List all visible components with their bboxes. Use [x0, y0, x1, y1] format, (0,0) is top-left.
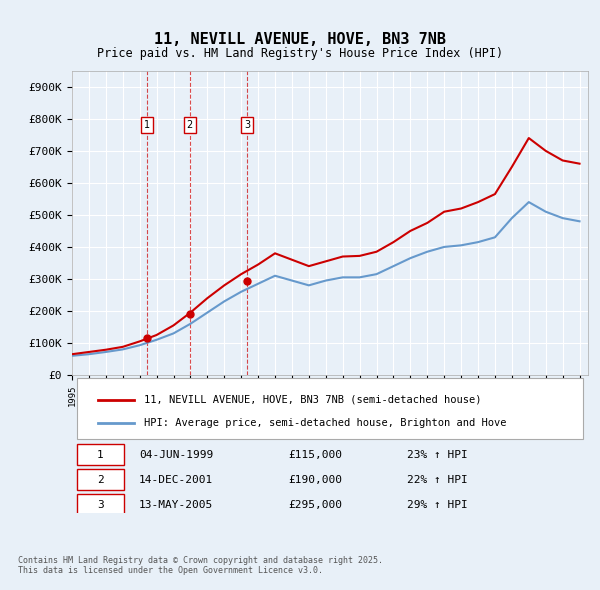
FancyBboxPatch shape	[77, 494, 124, 514]
Text: 11, NEVILL AVENUE, HOVE, BN3 7NB: 11, NEVILL AVENUE, HOVE, BN3 7NB	[154, 32, 446, 47]
Text: 29% ↑ HPI: 29% ↑ HPI	[407, 500, 468, 510]
FancyBboxPatch shape	[77, 444, 124, 465]
Text: 14-DEC-2001: 14-DEC-2001	[139, 475, 214, 485]
Text: 1: 1	[97, 450, 104, 460]
Text: 2: 2	[187, 120, 193, 130]
Text: 3: 3	[97, 500, 104, 510]
Text: 13-MAY-2005: 13-MAY-2005	[139, 500, 214, 510]
Text: HPI: Average price, semi-detached house, Brighton and Hove: HPI: Average price, semi-detached house,…	[144, 418, 507, 428]
Text: 1: 1	[144, 120, 150, 130]
Text: 04-JUN-1999: 04-JUN-1999	[139, 450, 214, 460]
Text: £295,000: £295,000	[289, 500, 343, 510]
Text: 23% ↑ HPI: 23% ↑ HPI	[407, 450, 468, 460]
FancyBboxPatch shape	[77, 378, 583, 438]
Text: £190,000: £190,000	[289, 475, 343, 485]
Text: Contains HM Land Registry data © Crown copyright and database right 2025.
This d: Contains HM Land Registry data © Crown c…	[18, 556, 383, 575]
Text: 2: 2	[97, 475, 104, 485]
Text: £115,000: £115,000	[289, 450, 343, 460]
Text: 22% ↑ HPI: 22% ↑ HPI	[407, 475, 468, 485]
Text: 3: 3	[244, 120, 250, 130]
FancyBboxPatch shape	[77, 469, 124, 490]
Text: Price paid vs. HM Land Registry's House Price Index (HPI): Price paid vs. HM Land Registry's House …	[97, 47, 503, 60]
Text: 11, NEVILL AVENUE, HOVE, BN3 7NB (semi-detached house): 11, NEVILL AVENUE, HOVE, BN3 7NB (semi-d…	[144, 395, 482, 405]
